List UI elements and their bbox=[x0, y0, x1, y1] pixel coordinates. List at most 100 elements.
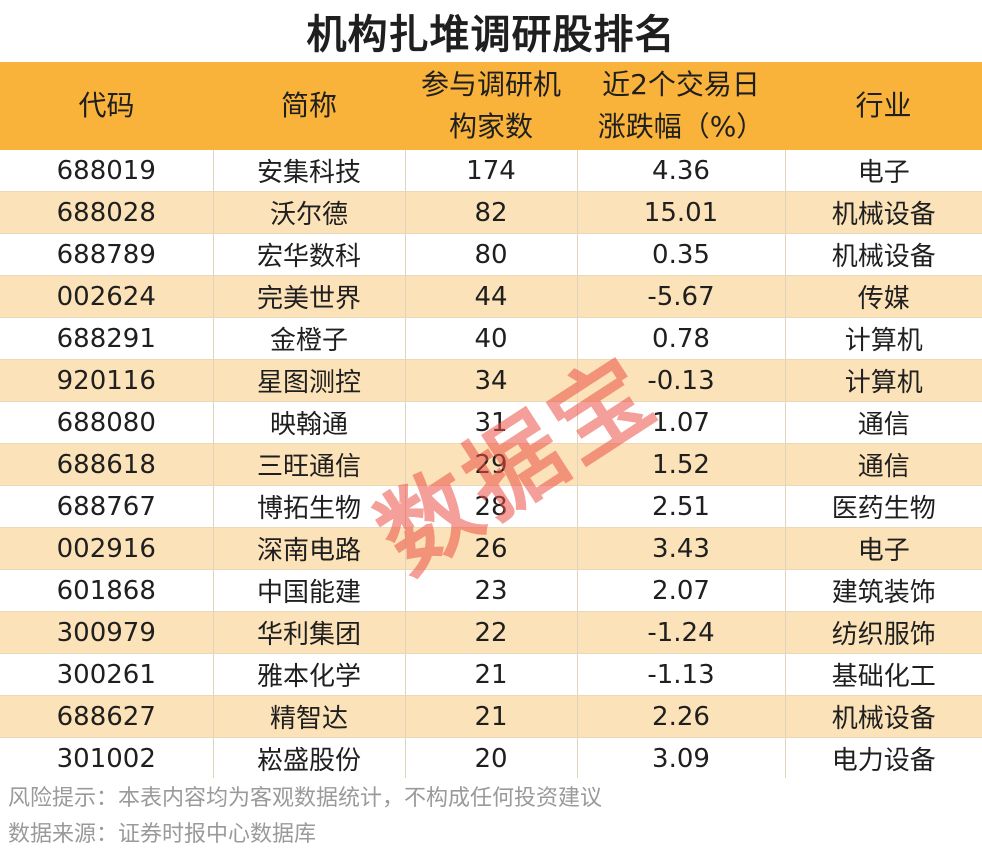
cell-price-change: 2.26 bbox=[576, 695, 785, 738]
table-row: 300261 雅本化学 21 -1.13 基础化工 bbox=[0, 653, 982, 696]
cell-name: 深南电路 bbox=[212, 527, 405, 570]
data-source: 数据来源：证券时报中心数据库 bbox=[8, 822, 317, 847]
cell-price-change: 3.09 bbox=[576, 737, 785, 780]
cell-price-change: 1.52 bbox=[576, 443, 785, 486]
ranking-table: 代码 简称 参与调研机 构家数 近2个交易日 涨跌幅（%） 行业 688019 … bbox=[0, 62, 982, 780]
table-header-row: 代码 简称 参与调研机 构家数 近2个交易日 涨跌幅（%） 行业 bbox=[0, 62, 982, 150]
cell-institution-count: 174 bbox=[404, 150, 577, 192]
cell-price-change: 2.51 bbox=[576, 485, 785, 528]
cell-code: 688618 bbox=[0, 443, 213, 486]
cell-industry: 建筑装饰 bbox=[784, 569, 982, 612]
cell-institution-count: 31 bbox=[404, 401, 577, 444]
cell-price-change: 0.35 bbox=[576, 233, 785, 276]
cell-industry: 机械设备 bbox=[784, 191, 982, 234]
cell-industry: 通信 bbox=[784, 401, 982, 444]
cell-name: 博拓生物 bbox=[212, 485, 405, 528]
table-row: 688291 金橙子 40 0.78 计算机 bbox=[0, 317, 982, 360]
header-price-change-line1: 近2个交易日 bbox=[602, 68, 760, 101]
cell-name: 星图测控 bbox=[212, 359, 405, 402]
cell-name: 崧盛股份 bbox=[212, 737, 405, 780]
cell-code: 601868 bbox=[0, 569, 213, 612]
cell-code: 688291 bbox=[0, 317, 213, 360]
cell-code: 688080 bbox=[0, 401, 213, 444]
table-row: 301002 崧盛股份 20 3.09 电力设备 bbox=[0, 737, 982, 780]
cell-price-change: 4.36 bbox=[576, 150, 785, 192]
header-industry: 行业 bbox=[785, 62, 982, 150]
table-row: 688767 博拓生物 28 2.51 医药生物 bbox=[0, 485, 982, 528]
cell-code: 688789 bbox=[0, 233, 213, 276]
cell-institution-count: 23 bbox=[404, 569, 577, 612]
cell-name: 华利集团 bbox=[212, 611, 405, 654]
page-title: 机构扎堆调研股排名 bbox=[306, 12, 676, 58]
cell-industry: 电子 bbox=[784, 150, 982, 192]
header-price-change-line2: 涨跌幅（%） bbox=[597, 110, 765, 143]
cell-name: 宏华数科 bbox=[212, 233, 405, 276]
cell-institution-count: 80 bbox=[404, 233, 577, 276]
table-row: 300979 华利集团 22 -1.24 纺织服饰 bbox=[0, 611, 982, 654]
cell-institution-count: 21 bbox=[404, 695, 577, 738]
table-row: 688618 三旺通信 29 1.52 通信 bbox=[0, 443, 982, 486]
table-row: 688627 精智达 21 2.26 机械设备 bbox=[0, 695, 982, 738]
cell-name: 映翰通 bbox=[212, 401, 405, 444]
cell-industry: 传媒 bbox=[784, 275, 982, 318]
cell-institution-count: 82 bbox=[404, 191, 577, 234]
cell-code: 688028 bbox=[0, 191, 213, 234]
cell-price-change: -0.13 bbox=[576, 359, 785, 402]
cell-price-change: 0.78 bbox=[576, 317, 785, 360]
cell-code: 002916 bbox=[0, 527, 213, 570]
cell-industry: 通信 bbox=[784, 443, 982, 486]
cell-industry: 医药生物 bbox=[784, 485, 982, 528]
cell-institution-count: 44 bbox=[404, 275, 577, 318]
cell-institution-count: 21 bbox=[404, 653, 577, 696]
cell-name: 雅本化学 bbox=[212, 653, 405, 696]
header-code: 代码 bbox=[0, 62, 213, 150]
cell-price-change: -1.13 bbox=[576, 653, 785, 696]
cell-price-change: -5.67 bbox=[576, 275, 785, 318]
cell-industry: 基础化工 bbox=[784, 653, 982, 696]
cell-price-change: 15.01 bbox=[576, 191, 785, 234]
cell-institution-count: 20 bbox=[404, 737, 577, 780]
header-institution-count-line1: 参与调研机 bbox=[420, 68, 561, 101]
cell-code: 301002 bbox=[0, 737, 213, 780]
cell-code: 688019 bbox=[0, 150, 213, 192]
header-institution-count-line2: 构家数 bbox=[448, 110, 533, 143]
cell-industry: 纺织服饰 bbox=[784, 611, 982, 654]
header-price-change: 近2个交易日 涨跌幅（%） bbox=[577, 62, 785, 150]
cell-price-change: 1.07 bbox=[576, 401, 785, 444]
table-row: 688080 映翰通 31 1.07 通信 bbox=[0, 401, 982, 444]
cell-price-change: 2.07 bbox=[576, 569, 785, 612]
cell-price-change: 3.43 bbox=[576, 527, 785, 570]
cell-code: 002624 bbox=[0, 275, 213, 318]
cell-institution-count: 29 bbox=[404, 443, 577, 486]
cell-code: 920116 bbox=[0, 359, 213, 402]
table-row: 688019 安集科技 174 4.36 电子 bbox=[0, 150, 982, 192]
table-row: 002916 深南电路 26 3.43 电子 bbox=[0, 527, 982, 570]
footer: 风险提示：本表内容均为客观数据统计，不构成任何投资建议 数据来源：证券时报中心数… bbox=[0, 778, 982, 850]
table-row: 601868 中国能建 23 2.07 建筑装饰 bbox=[0, 569, 982, 612]
cell-industry: 电子 bbox=[784, 527, 982, 570]
table-row: 688789 宏华数科 80 0.35 机械设备 bbox=[0, 233, 982, 276]
cell-name: 安集科技 bbox=[212, 150, 405, 192]
cell-industry: 计算机 bbox=[784, 317, 982, 360]
cell-price-change: -1.24 bbox=[576, 611, 785, 654]
cell-code: 688627 bbox=[0, 695, 213, 738]
cell-institution-count: 28 bbox=[404, 485, 577, 528]
cell-industry: 机械设备 bbox=[784, 233, 982, 276]
cell-code: 300261 bbox=[0, 653, 213, 696]
cell-code: 688767 bbox=[0, 485, 213, 528]
cell-industry: 机械设备 bbox=[784, 695, 982, 738]
cell-name: 精智达 bbox=[212, 695, 405, 738]
cell-name: 三旺通信 bbox=[212, 443, 405, 486]
table-row: 002624 完美世界 44 -5.67 传媒 bbox=[0, 275, 982, 318]
table-row: 688028 沃尔德 82 15.01 机械设备 bbox=[0, 191, 982, 234]
cell-industry: 计算机 bbox=[784, 359, 982, 402]
table-row: 920116 星图测控 34 -0.13 计算机 bbox=[0, 359, 982, 402]
cell-name: 完美世界 bbox=[212, 275, 405, 318]
cell-institution-count: 26 bbox=[404, 527, 577, 570]
header-institution-count: 参与调研机 构家数 bbox=[405, 62, 577, 150]
cell-name: 中国能建 bbox=[212, 569, 405, 612]
cell-institution-count: 40 bbox=[404, 317, 577, 360]
cell-industry: 电力设备 bbox=[784, 737, 982, 780]
cell-institution-count: 34 bbox=[404, 359, 577, 402]
